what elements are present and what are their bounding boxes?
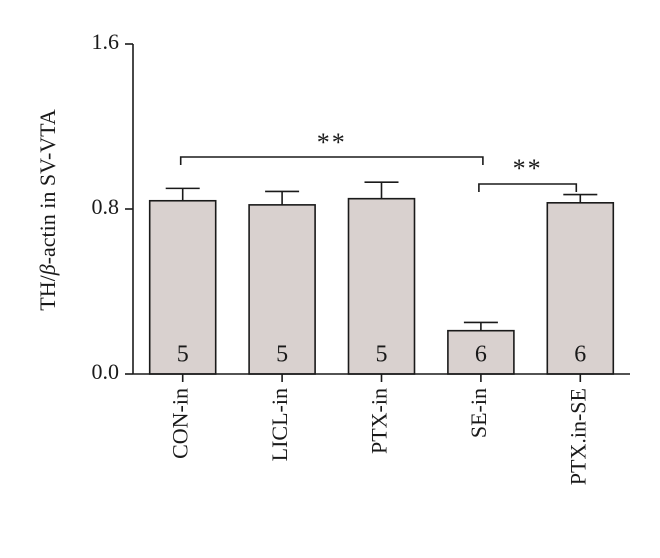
bar [447,329,515,375]
x-tick-label: PTX.in-SE [565,388,590,485]
significance-label: ** [317,128,347,157]
y-tick-label: 1.6 [92,29,120,54]
x-tick-label: SE-in [466,388,491,438]
y-tick-label: 0.8 [92,194,120,219]
y-axis: 0.0 0.8 1.6 [92,29,134,384]
significance-label: ** [513,154,543,183]
x-tick-label: LICL-in [267,388,292,461]
significance-brackets: ** ** [179,128,578,192]
x-tick-label: PTX-in [367,388,392,454]
bar [248,204,316,375]
y-tick-label: 0.0 [92,359,120,384]
n-label: 6 [475,342,487,368]
x-axis: CON-in LICL-in PTX-in SE-in PTX.in-SE [133,373,630,485]
n-label: 5 [376,342,388,368]
n-label: 5 [276,342,288,368]
y-axis-title: TH/β-actin in SV-VTA [35,109,60,311]
bars: 5 5 5 6 6 [148,181,615,375]
x-tick-label: CON-in [168,388,193,459]
n-label: 5 [177,342,189,368]
bar [347,197,416,375]
significance-bracket [478,183,578,192]
n-label: 6 [574,342,586,368]
bar [148,199,217,375]
significance-bracket [179,156,484,165]
